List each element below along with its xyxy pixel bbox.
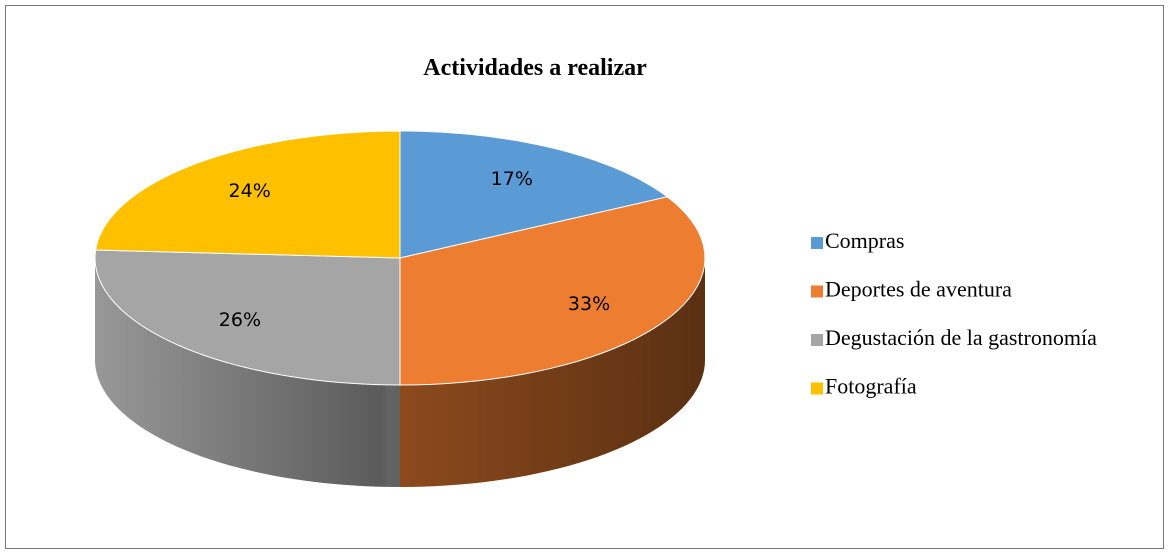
slice	[399, 130, 669, 259]
legend-label: Fotografía	[825, 374, 917, 399]
legend-swatch	[811, 285, 823, 298]
legend-label: Deportes de aventura	[825, 277, 1012, 302]
data-label: 17%	[491, 168, 533, 190]
legend-label: Degustación de la gastronomía	[825, 325, 1097, 350]
slice	[94, 249, 401, 386]
legend-swatch	[811, 237, 823, 249]
legend-label: Compras	[825, 228, 904, 253]
data-label: 24%	[229, 180, 271, 202]
slice	[94, 130, 401, 259]
legend-swatch	[811, 382, 823, 395]
chart-title: Actividades a realizar	[423, 55, 647, 81]
slice	[399, 196, 706, 386]
slice-side-shade	[95, 258, 400, 487]
slice-side-shade	[400, 258, 705, 487]
data-label: 33%	[568, 293, 610, 315]
legend-swatch	[811, 334, 823, 346]
data-label: 26%	[219, 309, 261, 331]
